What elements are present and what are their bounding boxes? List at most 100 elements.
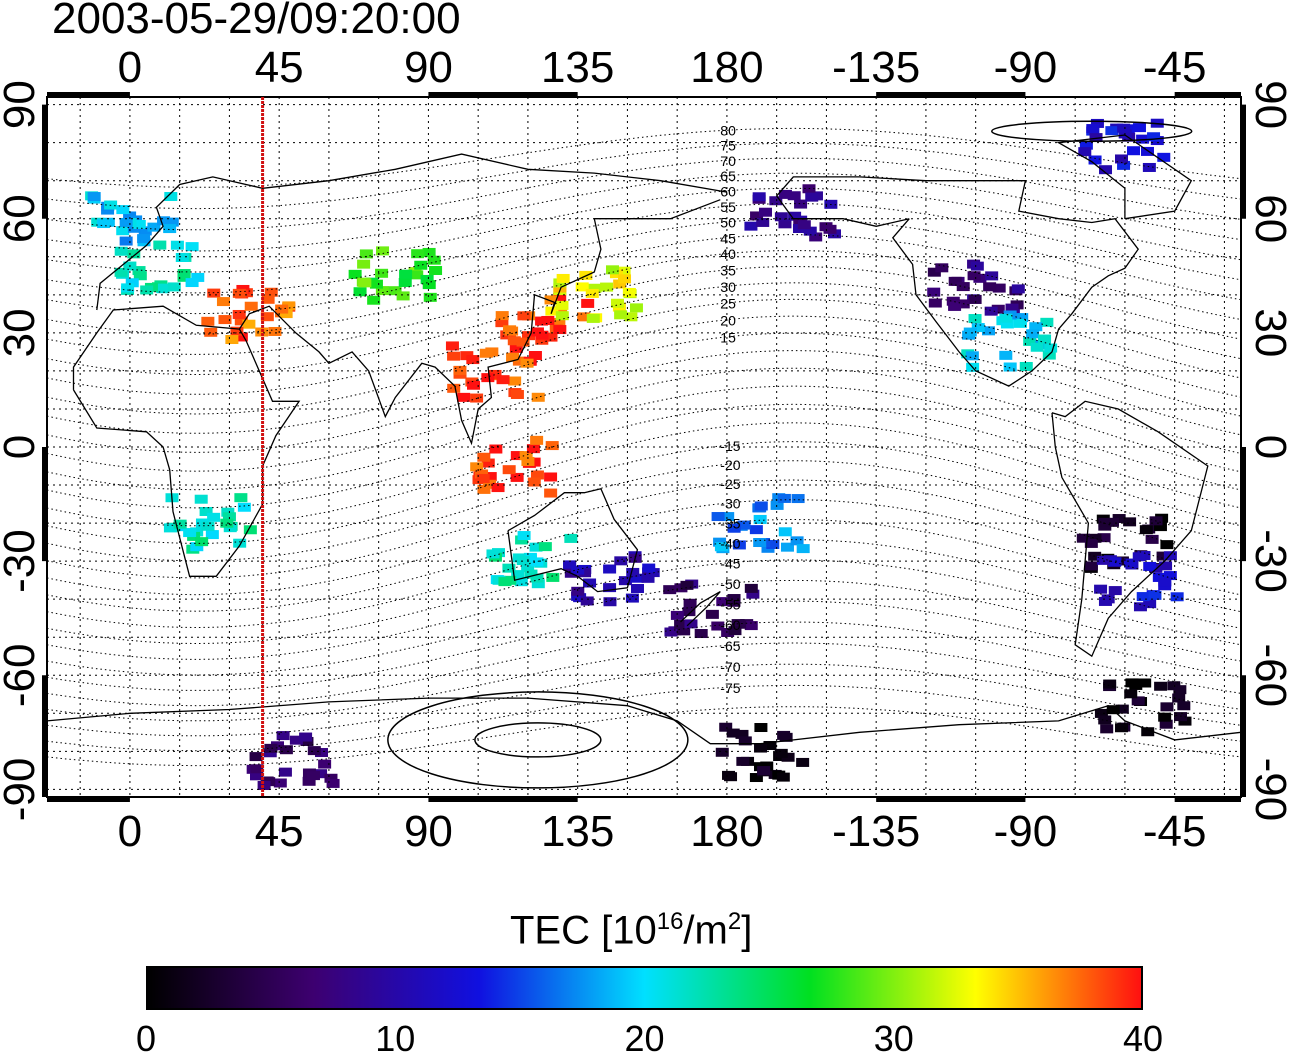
tec-cell bbox=[571, 586, 585, 596]
tec-cell bbox=[553, 292, 567, 302]
tec-cell bbox=[1124, 689, 1138, 699]
tec-cell bbox=[610, 298, 624, 308]
mlat-contour bbox=[46, 282, 1242, 395]
tec-cell bbox=[724, 772, 738, 782]
tec-cell bbox=[521, 563, 535, 573]
tec-cell bbox=[475, 469, 489, 479]
tec-cell bbox=[522, 331, 536, 341]
lon-tick-label-bottom: 135 bbox=[541, 807, 614, 856]
mlat-label: -25 bbox=[720, 476, 740, 492]
tec-cell bbox=[201, 521, 215, 531]
frame-bar bbox=[47, 92, 130, 97]
tec-cell bbox=[375, 286, 389, 296]
mlat-label: -70 bbox=[720, 659, 740, 675]
tec-cell bbox=[1023, 336, 1037, 346]
tec-cell bbox=[167, 282, 181, 292]
coastline bbox=[775, 176, 1140, 387]
mlat-label: -45 bbox=[720, 556, 740, 572]
tec-cell bbox=[453, 365, 467, 375]
tec-cell bbox=[466, 355, 480, 365]
mlat-label: 60 bbox=[720, 183, 736, 199]
mlat-label: -60 bbox=[720, 617, 740, 633]
tec-cell bbox=[641, 573, 655, 583]
tec-cell bbox=[535, 335, 549, 345]
tec-cell bbox=[1105, 517, 1119, 527]
tec-cell bbox=[630, 573, 644, 583]
lat-tick-label-right: 60 bbox=[1246, 194, 1292, 243]
tec-cell bbox=[140, 285, 154, 295]
tec-cell bbox=[242, 319, 256, 329]
tec-cell bbox=[617, 266, 631, 276]
tec-cell bbox=[763, 740, 777, 750]
tec-cell bbox=[147, 222, 161, 232]
tec-cell bbox=[177, 269, 191, 279]
frame-bar bbox=[1174, 797, 1241, 802]
mlat-contour bbox=[46, 142, 1242, 210]
tec-cell bbox=[563, 560, 577, 570]
frame-bar bbox=[1241, 447, 1246, 562]
lon-tick-label-top: -45 bbox=[1143, 43, 1207, 92]
tec-cell bbox=[233, 538, 247, 548]
mlat-contour bbox=[46, 706, 1242, 767]
tec-cell bbox=[727, 594, 741, 604]
tec-cell bbox=[1029, 322, 1043, 332]
tec-cell bbox=[234, 493, 248, 503]
tec-cell bbox=[476, 473, 490, 483]
tec-cell bbox=[367, 295, 381, 305]
tec-cell bbox=[556, 273, 570, 283]
tec-cell bbox=[757, 766, 771, 776]
mlat-label: 50 bbox=[720, 214, 736, 230]
tec-cell bbox=[477, 484, 491, 494]
tec-cell bbox=[796, 544, 810, 554]
tec-cell bbox=[1159, 719, 1173, 729]
tec-cell bbox=[586, 313, 600, 323]
tec-cell bbox=[1163, 571, 1177, 581]
frame-bar bbox=[876, 92, 1026, 97]
tec-cell bbox=[133, 271, 147, 281]
coastline bbox=[238, 199, 721, 446]
tec-cell bbox=[1026, 329, 1040, 339]
tec-cell bbox=[1154, 681, 1168, 691]
tec-cell bbox=[1115, 704, 1129, 714]
tec-cell bbox=[777, 493, 791, 503]
mlat-contour bbox=[46, 499, 1242, 612]
tec-cell bbox=[1005, 303, 1019, 313]
mlat-label: 75 bbox=[720, 138, 736, 154]
tec-cell bbox=[314, 769, 328, 779]
tec-cell bbox=[948, 276, 962, 286]
tec-cell bbox=[479, 348, 493, 358]
axis-labels: 0 45 90 135 180 -135 -90 -450 45 90 135 180 -135 -90-… bbox=[0, 43, 1292, 856]
tec-cell bbox=[753, 514, 767, 524]
tec-cell bbox=[927, 267, 941, 277]
frame-bar bbox=[42, 104, 47, 219]
tec-cell bbox=[1177, 701, 1191, 711]
tec-cell bbox=[527, 477, 541, 487]
tec-cell bbox=[132, 219, 146, 229]
tec-cell bbox=[273, 778, 287, 788]
tec-cell bbox=[999, 313, 1013, 323]
lat-tick-label-right: -30 bbox=[1246, 529, 1292, 593]
mlat-label: 80 bbox=[720, 123, 736, 139]
tec-cell bbox=[1088, 533, 1102, 543]
tec-cell bbox=[774, 748, 788, 758]
lon-tick-label-bottom: -45 bbox=[1143, 807, 1207, 856]
tec-cell bbox=[999, 350, 1013, 360]
tec-cell bbox=[625, 593, 639, 603]
tec-cell bbox=[282, 301, 296, 311]
tec-cell bbox=[1013, 318, 1027, 328]
tec-cell bbox=[546, 572, 560, 582]
tec-cell bbox=[752, 192, 766, 202]
tec-cell bbox=[719, 722, 733, 732]
tec-cell bbox=[369, 279, 383, 289]
tec-cell bbox=[613, 279, 627, 289]
tec-cell bbox=[603, 564, 617, 574]
tec-cell bbox=[1096, 555, 1110, 565]
tec-cell bbox=[618, 576, 632, 586]
tec-patch bbox=[246, 731, 340, 791]
tec-cell bbox=[530, 573, 544, 583]
lon-tick-label-bottom: 180 bbox=[690, 807, 763, 856]
tec-cell bbox=[721, 512, 735, 522]
lon-tick-label-top: 45 bbox=[255, 43, 304, 92]
tec-cell bbox=[674, 619, 688, 629]
